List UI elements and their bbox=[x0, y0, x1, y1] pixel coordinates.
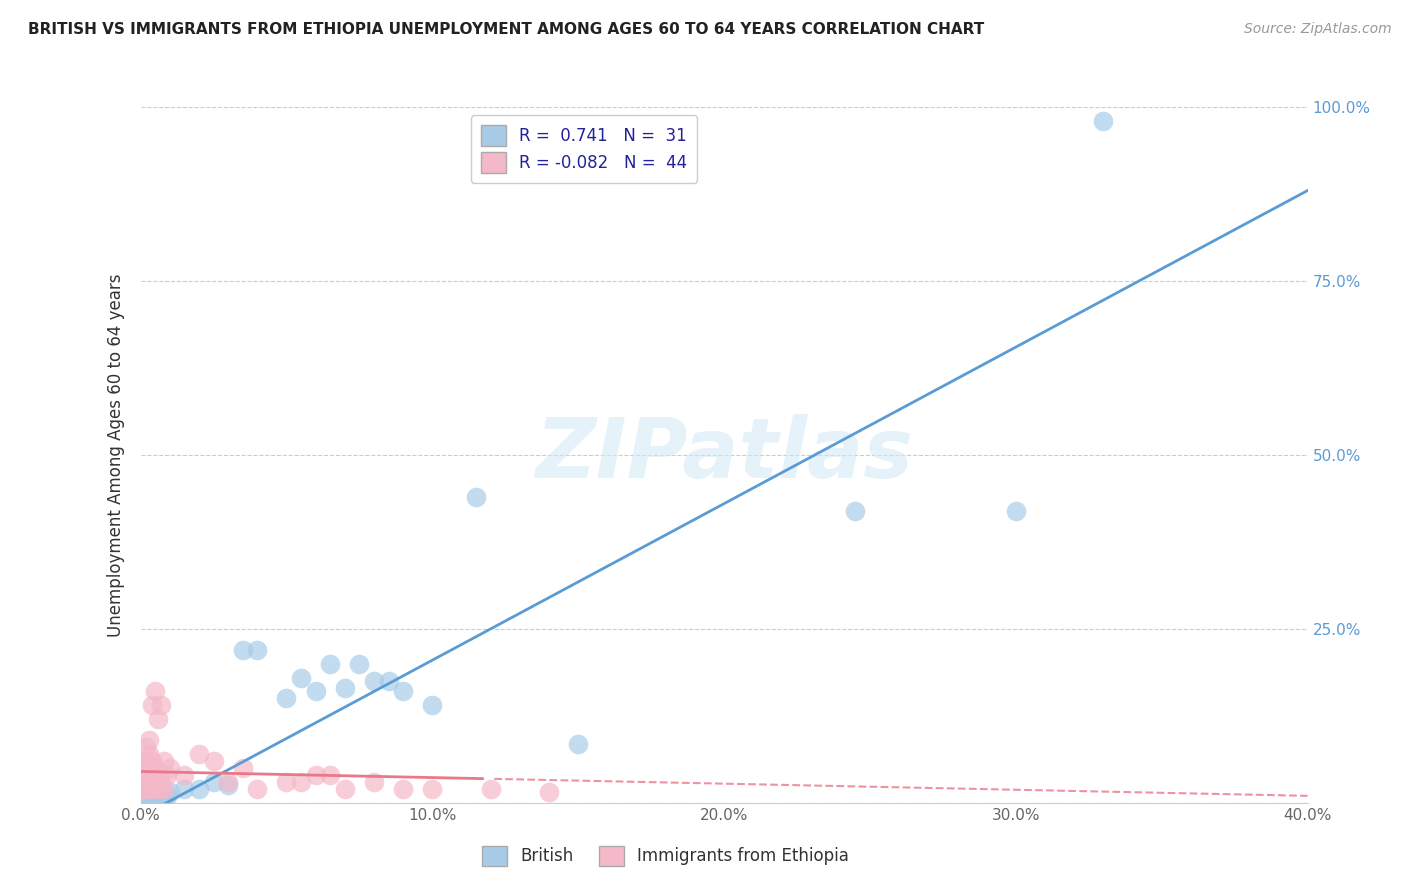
Point bbox=[844, 503, 866, 517]
Point bbox=[138, 792, 160, 806]
Point bbox=[349, 657, 371, 671]
Point bbox=[143, 761, 166, 775]
Point bbox=[333, 781, 356, 796]
Point bbox=[276, 775, 298, 789]
Point bbox=[173, 768, 195, 782]
Point bbox=[135, 768, 157, 782]
Point bbox=[146, 781, 169, 796]
Point bbox=[276, 691, 298, 706]
Point bbox=[135, 789, 157, 803]
Point bbox=[146, 712, 169, 726]
Point bbox=[246, 642, 269, 657]
Point bbox=[135, 754, 157, 768]
Point bbox=[132, 792, 155, 806]
Point bbox=[159, 785, 181, 799]
Point bbox=[173, 781, 195, 796]
Point bbox=[153, 792, 176, 806]
Point bbox=[146, 768, 169, 782]
Point bbox=[422, 698, 444, 713]
Point bbox=[132, 768, 155, 782]
Point bbox=[141, 789, 163, 803]
Y-axis label: Unemployment Among Ages 60 to 64 years: Unemployment Among Ages 60 to 64 years bbox=[107, 273, 125, 637]
Point bbox=[479, 781, 502, 796]
Point bbox=[156, 768, 179, 782]
Point bbox=[141, 698, 163, 713]
Point bbox=[146, 789, 169, 803]
Point bbox=[217, 778, 239, 792]
Point bbox=[138, 733, 160, 747]
Point bbox=[363, 674, 385, 689]
Point bbox=[1092, 114, 1115, 128]
Legend: British, Immigrants from Ethiopia: British, Immigrants from Ethiopia bbox=[474, 838, 858, 874]
Point bbox=[567, 737, 589, 751]
Point bbox=[129, 775, 152, 789]
Point bbox=[202, 754, 225, 768]
Point bbox=[333, 681, 356, 695]
Point bbox=[138, 747, 160, 761]
Point bbox=[143, 684, 166, 698]
Point bbox=[232, 761, 254, 775]
Point bbox=[143, 775, 166, 789]
Point bbox=[305, 768, 328, 782]
Point bbox=[150, 698, 173, 713]
Point bbox=[392, 684, 415, 698]
Point bbox=[153, 754, 176, 768]
Point bbox=[141, 754, 163, 768]
Point bbox=[135, 781, 157, 796]
Point bbox=[150, 775, 173, 789]
Text: Source: ZipAtlas.com: Source: ZipAtlas.com bbox=[1244, 22, 1392, 37]
Text: ZIPatlas: ZIPatlas bbox=[536, 415, 912, 495]
Point bbox=[392, 781, 415, 796]
Point bbox=[422, 781, 444, 796]
Point bbox=[1005, 503, 1028, 517]
Point bbox=[141, 768, 163, 782]
Point bbox=[156, 789, 179, 803]
Point bbox=[319, 657, 342, 671]
Point bbox=[290, 775, 312, 789]
Point bbox=[290, 671, 312, 685]
Point bbox=[305, 684, 328, 698]
Point bbox=[143, 792, 166, 806]
Point bbox=[319, 768, 342, 782]
Point bbox=[132, 781, 155, 796]
Point bbox=[141, 781, 163, 796]
Point bbox=[217, 775, 239, 789]
Point bbox=[132, 761, 155, 775]
Point bbox=[465, 490, 488, 504]
Point bbox=[202, 775, 225, 789]
Point bbox=[377, 674, 399, 689]
Point bbox=[138, 775, 160, 789]
Text: BRITISH VS IMMIGRANTS FROM ETHIOPIA UNEMPLOYMENT AMONG AGES 60 TO 64 YEARS CORRE: BRITISH VS IMMIGRANTS FROM ETHIOPIA UNEM… bbox=[28, 22, 984, 37]
Point bbox=[135, 740, 157, 755]
Point bbox=[232, 642, 254, 657]
Point bbox=[538, 785, 561, 799]
Point bbox=[153, 781, 176, 796]
Point bbox=[363, 775, 385, 789]
Point bbox=[188, 747, 211, 761]
Point bbox=[188, 781, 211, 796]
Point bbox=[159, 761, 181, 775]
Point bbox=[246, 781, 269, 796]
Point bbox=[150, 792, 173, 806]
Point bbox=[138, 761, 160, 775]
